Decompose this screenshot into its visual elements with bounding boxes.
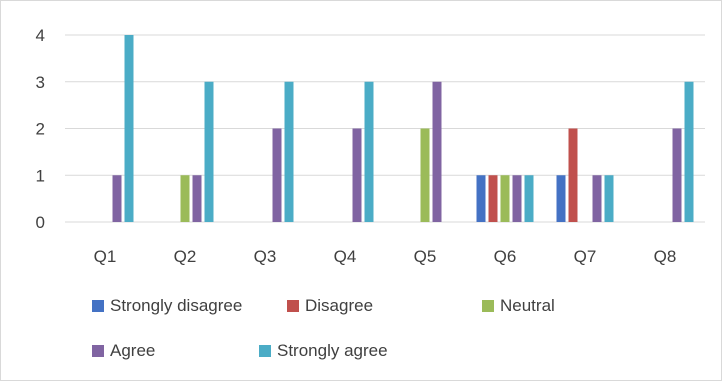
- x-tick-label-q2: Q2: [174, 247, 197, 266]
- y-tick-label-3: 3: [36, 73, 45, 92]
- bar-agree-q8: [672, 128, 682, 222]
- bar-agree-q7: [592, 175, 602, 222]
- bar-neutral-q6: [500, 175, 510, 222]
- bar-disagree-q6: [488, 175, 498, 222]
- bar-neutral-q2: [180, 175, 190, 222]
- x-tick-label-q1: Q1: [94, 247, 117, 266]
- bar-strongly-disagree-q6: [476, 175, 486, 222]
- bar-strongly-agree-q4: [364, 81, 374, 222]
- x-tick-label-q4: Q4: [334, 247, 357, 266]
- x-tick-label-q5: Q5: [414, 247, 437, 266]
- x-tick-label-q6: Q6: [494, 247, 517, 266]
- y-tick-label-4: 4: [36, 26, 45, 45]
- bar-strongly-agree-q2: [204, 81, 214, 222]
- y-tick-label-2: 2: [36, 120, 45, 139]
- bar-strongly-agree-q6: [524, 175, 534, 222]
- bar-agree-q5: [432, 81, 442, 222]
- bar-agree-q3: [272, 128, 282, 222]
- x-tick-label-q3: Q3: [254, 247, 277, 266]
- bar-agree-q6: [512, 175, 522, 222]
- bar-agree-q2: [192, 175, 202, 222]
- x-tick-label-q8: Q8: [654, 247, 677, 266]
- bar-disagree-q7: [568, 128, 578, 222]
- y-tick-label-0: 0: [36, 213, 45, 232]
- bar-strongly-disagree-q7: [556, 175, 566, 222]
- bar-strongly-agree-q8: [684, 81, 694, 222]
- y-tick-label-1: 1: [36, 166, 45, 185]
- bar-strongly-agree-q3: [284, 81, 294, 222]
- bar-agree-q1: [112, 175, 122, 222]
- bar-neutral-q5: [420, 128, 430, 222]
- bar-agree-q4: [352, 128, 362, 222]
- x-tick-label-q7: Q7: [574, 247, 597, 266]
- bar-strongly-agree-q1: [124, 35, 134, 222]
- bar-strongly-agree-q7: [604, 175, 614, 222]
